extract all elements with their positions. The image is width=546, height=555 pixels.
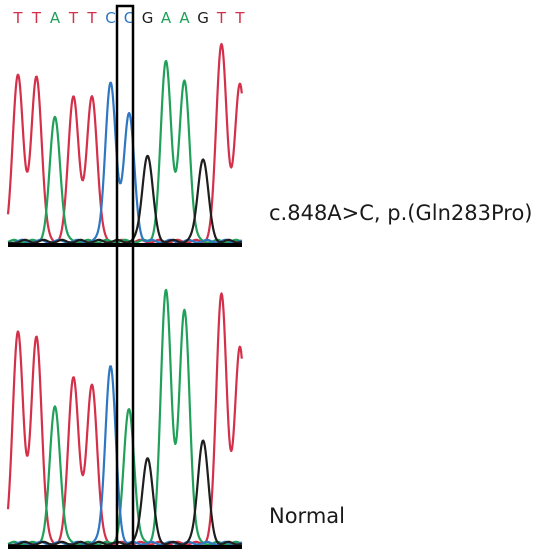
- base-letter-t: T: [86, 9, 97, 27]
- mutant-trace-label: c.848A>C, p.(Gln283Pro): [269, 201, 533, 225]
- normal-trace: [6, 288, 243, 549]
- variant-highlight-box: [115, 4, 135, 549]
- base-letter-t: T: [12, 9, 23, 27]
- base-letter-a: A: [179, 9, 190, 27]
- trace-channel-a: [7, 288, 243, 546]
- base-letter-c: C: [105, 9, 115, 27]
- trace-channel-c: [7, 365, 243, 547]
- trace-channel-g: [7, 154, 243, 245]
- base-letter-t: T: [68, 9, 79, 27]
- base-letter-g: G: [197, 9, 209, 27]
- normal-trace-label: Normal: [269, 504, 345, 528]
- base-letter-c: C: [124, 9, 134, 27]
- chromatogram-traces: [6, 42, 243, 549]
- base-letter-t: T: [234, 9, 245, 27]
- base-letter-t: T: [216, 9, 227, 27]
- base-letter-g: G: [142, 9, 154, 27]
- trace-channel-c: [7, 81, 243, 245]
- base-letter-t: T: [31, 9, 42, 27]
- base-letter-a: A: [161, 9, 172, 27]
- mutant-trace: [6, 42, 243, 247]
- trace-channel-t: [6, 292, 243, 546]
- base-letter-a: A: [50, 9, 61, 27]
- trace-channel-g: [7, 439, 243, 547]
